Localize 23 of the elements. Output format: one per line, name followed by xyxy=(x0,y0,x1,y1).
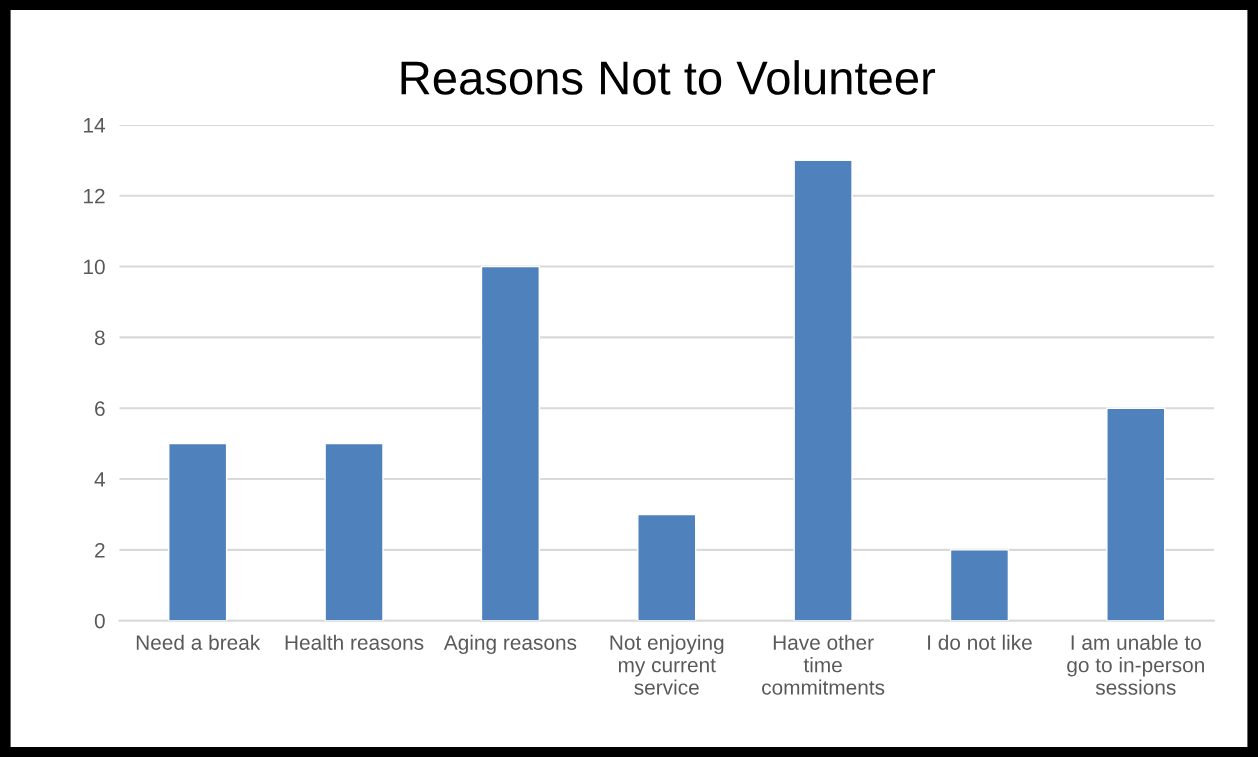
x-tick-label: Aging reasons xyxy=(443,634,577,655)
y-tick-label: 14 xyxy=(84,118,106,133)
x-tick-label: Need a break xyxy=(136,634,261,650)
bar xyxy=(637,513,697,621)
bar xyxy=(949,549,1010,621)
y-tick-label: 4 xyxy=(94,472,106,487)
y-tick-label: 2 xyxy=(95,542,105,558)
bar xyxy=(480,265,541,621)
x-tick-label: Not enjoying my current service xyxy=(610,634,724,695)
x-tick-label: I am unable to go to in-person sessions xyxy=(1067,634,1204,695)
bar xyxy=(1106,407,1166,621)
y-tick-label: 10 xyxy=(84,259,105,275)
y-tick-label: 0 xyxy=(94,613,105,629)
x-tick-label: Have other time commitments xyxy=(762,634,885,695)
bar xyxy=(168,442,228,621)
bar xyxy=(793,159,853,621)
bar xyxy=(324,442,384,621)
y-tick-label: 12 xyxy=(84,188,105,204)
x-tick-label: Health reasons xyxy=(285,634,424,650)
y-tick-label: 8 xyxy=(94,330,105,346)
x-tick-label: I do not like xyxy=(928,634,1032,650)
chart-title: Reasons Not to Volunteer xyxy=(401,60,936,95)
y-tick-label: 6 xyxy=(95,401,105,416)
